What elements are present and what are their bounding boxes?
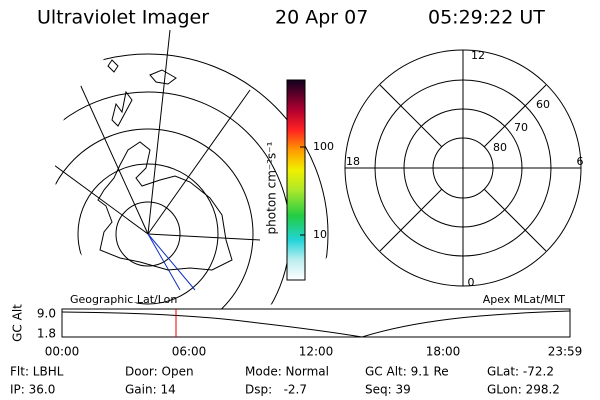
timeline-x-tick: 00:00 (45, 345, 80, 359)
timeline-x-tick: 18:00 (426, 345, 461, 359)
info-panel: Flt: LBHL Door: Open Mode: Normal GC Alt: 9… (10, 365, 560, 397)
info-field: GC Alt: 9.1 Re (365, 365, 449, 379)
info-field: Door: Open (125, 365, 194, 379)
info-field: GLat: -72.2 (487, 365, 554, 379)
lat-label: 80 (493, 141, 507, 154)
date: 20 Apr 07 (275, 7, 368, 29)
timeline-right-title: Apex MLat/MLT (483, 293, 566, 306)
lat-label: 60 (536, 98, 550, 111)
title: Ultraviolet Imager (37, 7, 209, 29)
info-field: Flt: LBHL (10, 365, 64, 379)
timeline-x-tick: 06:00 (172, 345, 207, 359)
color-bar (286, 79, 306, 281)
altitude-curve (61, 310, 571, 338)
timeline-x-tick: 23:59 (548, 345, 583, 359)
lat-label: 70 (514, 121, 528, 134)
colorbar-tick: 100 (313, 140, 334, 153)
polar-plot (344, 49, 582, 287)
mlt-label: 6 (577, 155, 584, 168)
mlt-label: 18 (346, 155, 360, 168)
time: 05:29:22 UT (428, 7, 545, 29)
timeline-y-tick: 9.0 (37, 307, 56, 321)
colorbar-tick: 10 (313, 228, 327, 241)
timeline-left-title: Geographic Lat/Lon (70, 293, 177, 306)
info-field: IP: 36.0 (10, 383, 55, 397)
timeline-x-tick: 12:00 (299, 345, 334, 359)
mlt-label: 12 (471, 49, 485, 62)
timeline-y-tick: 1.8 (37, 327, 56, 341)
info-field: Seq: 39 (365, 383, 411, 397)
colorbar-unit: photon cm⁻²s⁻¹ (265, 141, 279, 234)
info-field: Mode: Normal (245, 365, 329, 379)
info-field: Gain: 14 (125, 383, 176, 397)
timeline-y-label: GC Alt (11, 304, 25, 342)
geo-map (55, 29, 329, 320)
info-field: GLon: 298.2 (487, 383, 560, 397)
info-field: Dsp: -2.7 (245, 383, 307, 397)
mlt-label: 0 (468, 276, 475, 289)
